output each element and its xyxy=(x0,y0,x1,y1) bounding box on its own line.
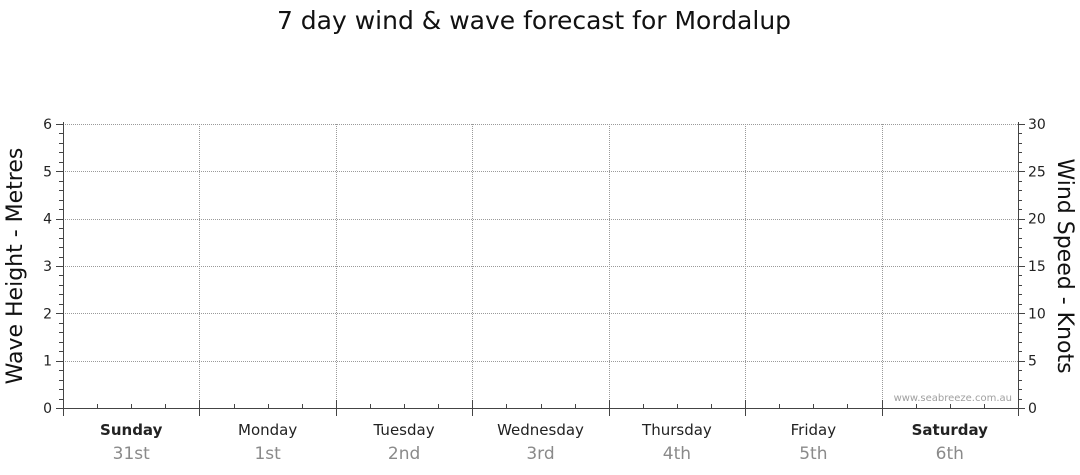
y-right-tick-label: 15 xyxy=(1028,259,1046,275)
grid xyxy=(63,124,1018,408)
chart-title: 7 day wind & wave forecast for Mordalup xyxy=(277,6,791,35)
y-left-tick-label: 1 xyxy=(43,354,52,370)
day-label: Saturday xyxy=(912,421,989,439)
date-label: 2nd xyxy=(388,444,420,464)
date-label: 3rd xyxy=(526,444,554,464)
day-label: Wednesday xyxy=(497,421,584,439)
day-label: Tuesday xyxy=(373,421,435,439)
day-label: Thursday xyxy=(641,421,712,439)
y-left-tick-label: 4 xyxy=(43,212,52,228)
y-axis-right-label: Wind Speed - Knots xyxy=(1052,158,1077,373)
y-left-tick-label: 5 xyxy=(43,164,52,180)
y-axis-right-ticks: 0 5 10 15 20 25 30 xyxy=(1018,117,1046,417)
y-right-tick-label: 25 xyxy=(1028,164,1046,180)
date-label: 1st xyxy=(254,444,281,464)
day-label: Monday xyxy=(238,421,297,439)
date-label: 5th xyxy=(799,444,827,464)
date-label: 31st xyxy=(113,444,150,464)
date-label: 6th xyxy=(936,444,964,464)
y-right-tick-label: 0 xyxy=(1028,401,1037,417)
y-left-tick-label: 6 xyxy=(43,117,52,133)
date-label: 4th xyxy=(663,444,691,464)
y-axis-left-label: Wave Height - Metres xyxy=(3,148,28,385)
watermark: www.seabreeze.com.au xyxy=(894,393,1012,404)
y-right-tick-label: 30 xyxy=(1028,117,1046,133)
y-axis-left-ticks: 0 1 2 3 4 5 6 xyxy=(43,117,63,417)
y-right-tick-label: 10 xyxy=(1028,306,1046,322)
day-label: Sunday xyxy=(100,421,163,439)
y-left-tick-label: 0 xyxy=(43,401,52,417)
day-labels: Sunday 31st Monday 1st Tuesday 2nd Wednesday 3r… xyxy=(100,421,988,464)
day-label: Friday xyxy=(791,421,837,439)
y-right-tick-label: 5 xyxy=(1028,354,1037,370)
y-left-tick-label: 3 xyxy=(43,259,52,275)
y-left-tick-label: 2 xyxy=(43,306,52,322)
axes xyxy=(63,122,1019,416)
y-right-tick-label: 20 xyxy=(1028,212,1046,228)
